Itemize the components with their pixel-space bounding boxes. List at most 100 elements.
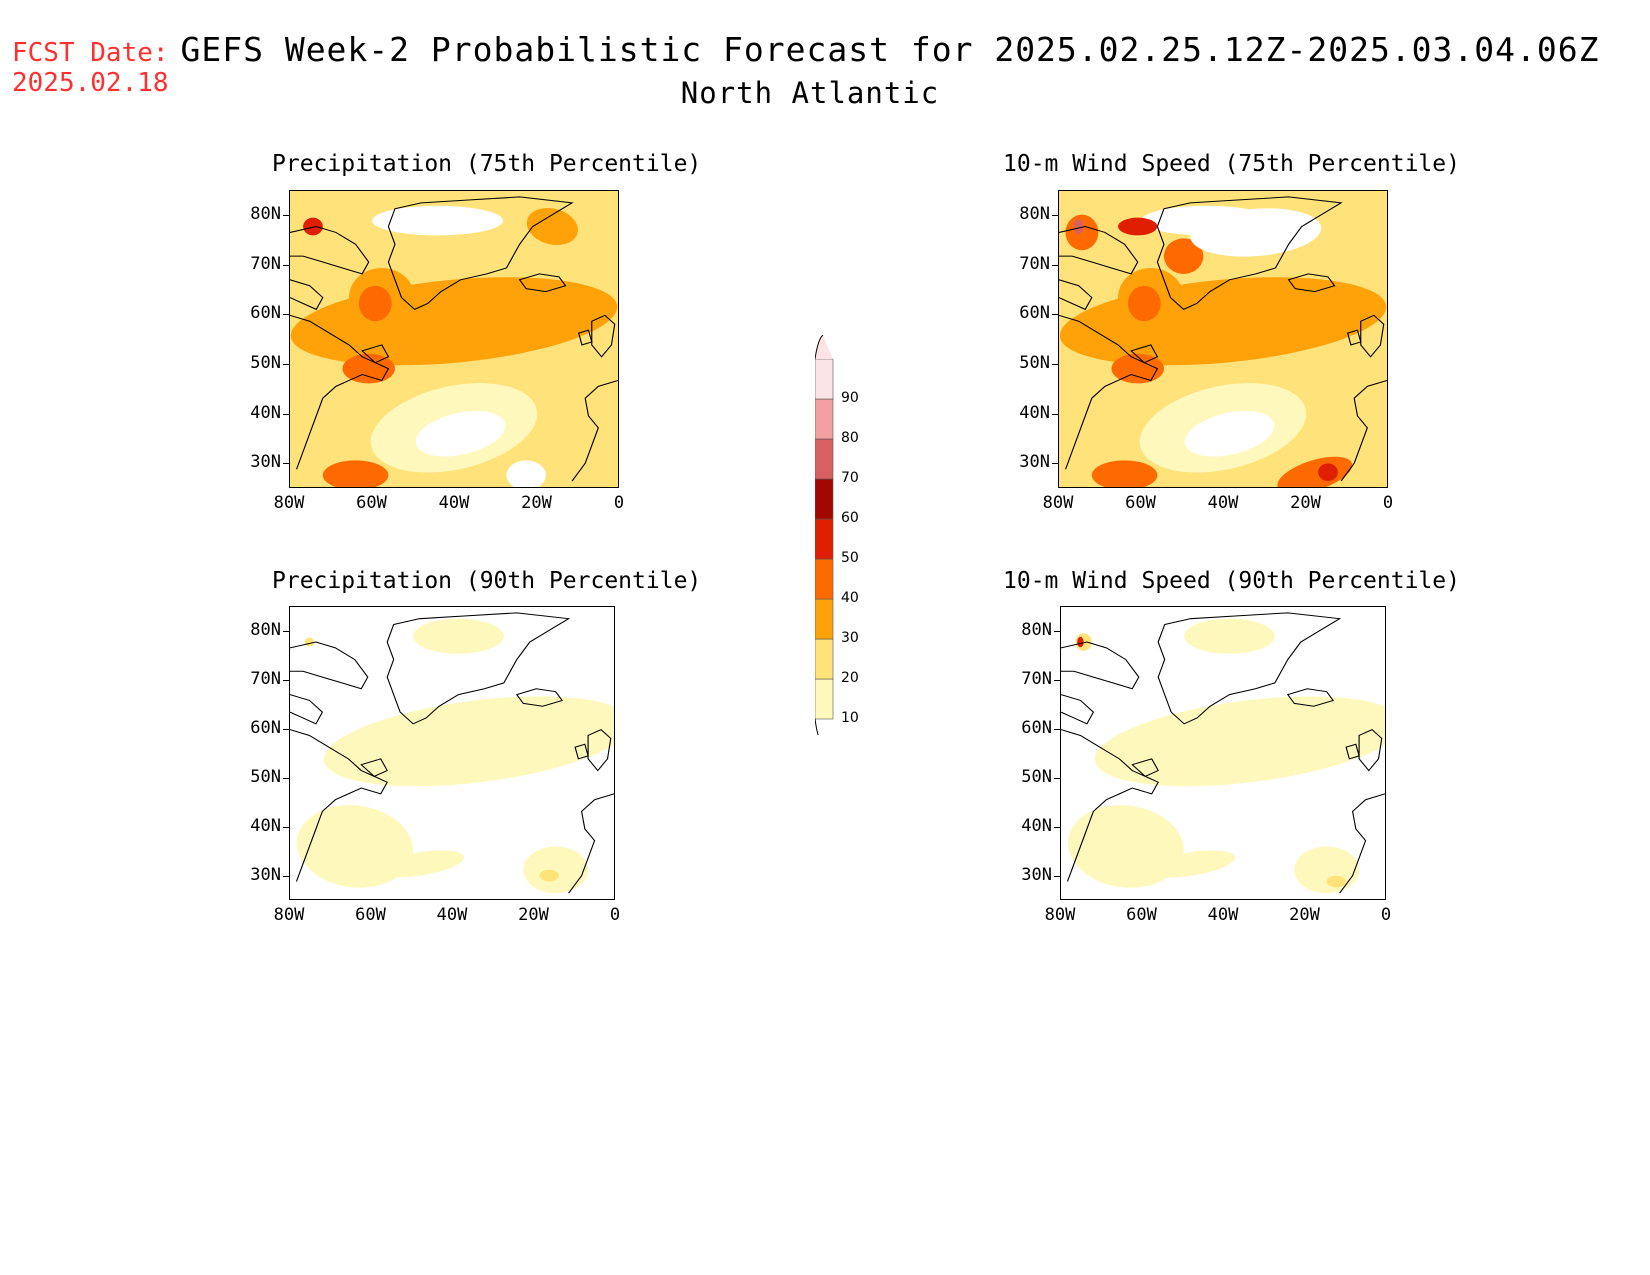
coastline — [1358, 729, 1383, 772]
lat-tick-label: 60N — [250, 717, 281, 738]
lat-tick — [283, 630, 289, 632]
lat-tick-label: 40N — [250, 815, 281, 836]
lon-tick-label: 80W — [1044, 905, 1076, 925]
lon-tick-label: 20W — [518, 905, 549, 925]
colorbar-label: 60 — [841, 510, 859, 526]
shaded-region — [1065, 214, 1099, 251]
coastline — [577, 329, 593, 346]
shaded-region — [526, 207, 578, 246]
shaded-region — [1094, 696, 1385, 787]
colorbar-segment — [814, 518, 834, 560]
lon-tick-label: 80W — [1042, 493, 1074, 513]
colorbar-label: 80 — [841, 430, 859, 446]
lat-tick — [1054, 630, 1060, 632]
shaded-region — [374, 850, 465, 878]
coastline — [1339, 793, 1385, 894]
map-field — [1059, 191, 1387, 487]
coastline — [290, 694, 324, 725]
coastline — [386, 612, 571, 725]
coastline — [518, 273, 567, 293]
panel-title: 10-m Wind Speed (90th Percentile) — [1003, 568, 1460, 594]
lat-tick — [283, 463, 289, 465]
lat-tick-label: 70N — [1019, 253, 1050, 274]
coastline — [587, 729, 612, 772]
lon-tick-label: 60W — [1125, 493, 1156, 513]
lon-tick-label: 40W — [438, 493, 470, 513]
lat-tick-label: 50N — [250, 352, 281, 373]
coastline — [591, 314, 616, 358]
coastline — [1059, 225, 1139, 275]
lat-tick-label: 60N — [1019, 303, 1050, 324]
lat-tick — [283, 826, 289, 828]
lat-tick-label: 40N — [1019, 402, 1050, 423]
lat-tick — [1054, 679, 1060, 681]
lat-tick — [1054, 875, 1060, 877]
lat-tick — [1052, 413, 1058, 415]
lat-tick — [1052, 314, 1058, 316]
lat-tick — [283, 679, 289, 681]
map-precip-75 — [289, 190, 619, 488]
forecast-date-label: FCST Date: 2025.02.18 — [12, 38, 169, 98]
lon-tick-label: 80W — [273, 493, 305, 513]
colorbar-label: 50 — [841, 550, 859, 566]
coastline — [1156, 196, 1343, 311]
lat-tick — [1052, 363, 1058, 365]
coastline — [571, 379, 618, 482]
colorbar-segment — [814, 558, 834, 600]
lon-tick-label: 0 — [1380, 905, 1392, 925]
fcst-date: 2025.02.18 — [12, 68, 169, 98]
shaded-region — [413, 618, 504, 654]
coastline — [1059, 314, 1159, 470]
coastline — [1287, 273, 1336, 293]
shaded-region — [1118, 217, 1158, 236]
lon-tick-label: 20W — [521, 493, 552, 513]
shaded-region — [1077, 636, 1084, 648]
lat-tick — [283, 214, 289, 216]
lat-tick — [1054, 826, 1060, 828]
shaded-region — [523, 846, 589, 894]
lon-tick-label: 0 — [1382, 493, 1394, 513]
colorbar-label: 90 — [841, 390, 859, 406]
lat-tick-label: 30N — [250, 864, 281, 885]
coastline — [515, 688, 564, 707]
lat-tick-label: 80N — [250, 619, 281, 640]
colorbar-segment — [814, 398, 834, 440]
map-precip-90 — [289, 606, 615, 900]
lon-tick-label: 20W — [1289, 905, 1320, 925]
lat-tick-label: 70N — [1021, 668, 1052, 689]
lat-tick — [1052, 214, 1058, 216]
lat-tick-label: 80N — [1021, 619, 1052, 640]
colorbar-top-edge — [814, 334, 824, 360]
coastline — [1061, 641, 1140, 690]
lat-tick-label: 50N — [250, 766, 281, 787]
page-subtitle: North Atlantic — [680, 76, 940, 110]
lon-tick-label: 20W — [1290, 493, 1321, 513]
lon-tick-label: 0 — [609, 905, 621, 925]
lat-tick-label: 50N — [1019, 352, 1050, 373]
coastline — [290, 279, 324, 311]
lat-tick-label: 80N — [250, 203, 281, 224]
coastline — [1340, 379, 1387, 482]
fcst-label: FCST Date: — [12, 38, 169, 68]
panel-title: 10-m Wind Speed (75th Percentile) — [1003, 151, 1460, 177]
colorbar: 10 20 30 40 50 60 70 80 90 — [814, 334, 895, 746]
lat-tick — [283, 413, 289, 415]
colorbar-bottom-cap — [814, 718, 824, 746]
lat-tick — [1054, 728, 1060, 730]
coastline — [574, 743, 589, 760]
shaded-region — [322, 460, 389, 487]
lon-tick-label: 60W — [1126, 905, 1157, 925]
lat-tick-label: 70N — [250, 668, 281, 689]
colorbar-segment — [814, 358, 834, 400]
lon-tick-label: 60W — [356, 493, 387, 513]
coastline — [568, 793, 614, 894]
lat-tick — [1054, 777, 1060, 779]
shaded-region — [1111, 353, 1164, 384]
coastline — [1346, 329, 1362, 346]
coastline — [1360, 314, 1385, 358]
coastline — [1061, 729, 1159, 882]
map-field — [1061, 607, 1385, 899]
colorbar-label: 70 — [841, 470, 859, 486]
lat-tick — [283, 363, 289, 365]
shaded-region — [1073, 219, 1084, 234]
